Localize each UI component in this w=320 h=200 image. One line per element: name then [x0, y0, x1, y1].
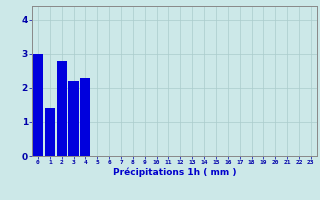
X-axis label: Précipitations 1h ( mm ): Précipitations 1h ( mm ) [113, 168, 236, 177]
Bar [45, 108, 55, 156]
Bar [68, 81, 79, 156]
Bar [57, 61, 67, 156]
Bar [33, 54, 43, 156]
Bar [80, 78, 91, 156]
